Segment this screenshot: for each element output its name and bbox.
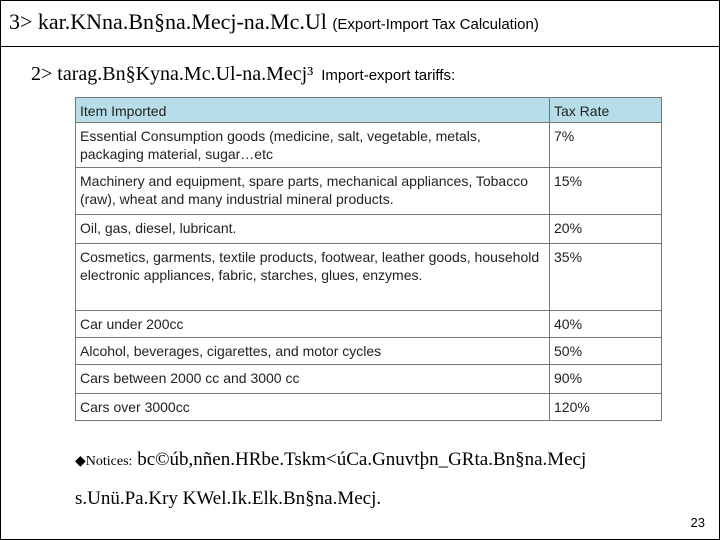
header-row: Item Imported Tax Rate — [75, 97, 662, 123]
rate-cell: 90% — [549, 364, 662, 394]
header-cell: Tax Rate — [549, 97, 662, 123]
page-number: 23 — [690, 515, 705, 530]
tariff-table: Item Imported Tax Rate Essential Consump… — [75, 97, 662, 421]
bullet: ◆ — [75, 454, 86, 469]
notice-label: Notices: — [85, 454, 133, 469]
item-cell: Oil, gas, diesel, lubricant. — [75, 214, 550, 244]
item-cell: Essential Consumption goods (medicine, s… — [75, 122, 550, 168]
item-cell: Cars over 3000cc — [75, 393, 550, 421]
rate-cell: 120% — [549, 393, 662, 421]
header-cell: Item Imported — [75, 97, 550, 123]
item-cell: Cosmetics, garments, textile products, f… — [75, 243, 550, 311]
table-row: Machinery and equipment, spare parts, me… — [75, 167, 662, 215]
rate-cell: 7% — [549, 122, 662, 168]
subheading-title: 2> tarag.Bn§Kyna.Mc.Ul-na.Mecj³ — [31, 63, 314, 85]
item-cell: Cars between 2000 cc and 3000 cc — [75, 364, 550, 394]
table-row: Essential Consumption goods (medicine, s… — [75, 122, 662, 168]
subheading-subtitle: Import-export tariffs: — [321, 67, 456, 84]
item-cell: Alcohol, beverages, cigarettes, and moto… — [75, 337, 550, 365]
table-row: Car under 200cc 40% — [75, 310, 662, 338]
table-row: Oil, gas, diesel, lubricant. 20% — [75, 214, 662, 244]
table-row: Cars between 2000 cc and 3000 cc 90% — [75, 364, 662, 394]
item-cell: Machinery and equipment, spare parts, me… — [75, 167, 550, 215]
subheading: 2> tarag.Bn§Kyna.Mc.Ul-na.Mecj³ Import-ex… — [31, 63, 455, 86]
rate-cell: 35% — [549, 243, 662, 311]
rate-cell: 50% — [549, 337, 662, 365]
rate-cell: 20% — [549, 214, 662, 244]
item-cell: Car under 200cc — [75, 310, 550, 338]
notice-text: bc©úb,nñen.HRbe.Tskm<úCa.Gnuvtþn_GRta.Bn… — [75, 449, 587, 509]
heading-subtitle: (Export-Import Tax Calculation) — [332, 16, 539, 33]
divider — [1, 46, 719, 47]
table-row: Cars over 3000cc 120% — [75, 393, 662, 421]
rate-cell: 40% — [549, 310, 662, 338]
notice: ◆Notices: bc©úb,nñen.HRbe.Tskm<úCa.Gnuvt… — [75, 441, 675, 517]
rate-cell: 15% — [549, 167, 662, 215]
table-row: Cosmetics, garments, textile products, f… — [75, 243, 662, 311]
heading-title: 3> kar.KNna.Bn§na.Mecj-na.Mc.Ul — [9, 9, 327, 34]
table-row: Alcohol, beverages, cigarettes, and moto… — [75, 337, 662, 365]
heading: 3> kar.KNna.Bn§na.Mecj-na.Mc.Ul (Export-… — [9, 9, 539, 35]
